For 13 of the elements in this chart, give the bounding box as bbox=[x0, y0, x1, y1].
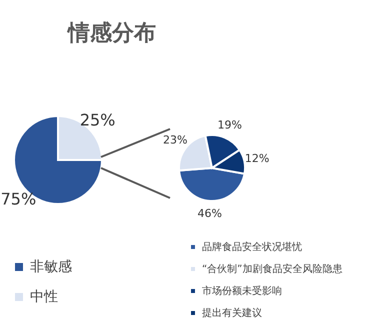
data-label: 19% bbox=[217, 118, 242, 132]
data-label: 12% bbox=[244, 152, 270, 165]
legend-label: 提出有关建议 bbox=[202, 307, 262, 319]
legend-label: 品牌食品安全状况堪忧 bbox=[202, 241, 302, 253]
data-label: 23% bbox=[163, 133, 188, 146]
legend-label: “合伙制”加剧食品安全风险隐患 bbox=[202, 263, 342, 275]
data-label: 75% bbox=[0, 190, 36, 209]
legend-label: 中性 bbox=[30, 289, 58, 305]
legend-label: 市场份额未受影响 bbox=[202, 285, 282, 297]
data-label: 46% bbox=[198, 206, 222, 220]
chart-title: 情感分布 bbox=[66, 21, 156, 46]
legend-label: 非敏感 bbox=[30, 259, 72, 275]
data-label: 25% bbox=[80, 110, 116, 130]
